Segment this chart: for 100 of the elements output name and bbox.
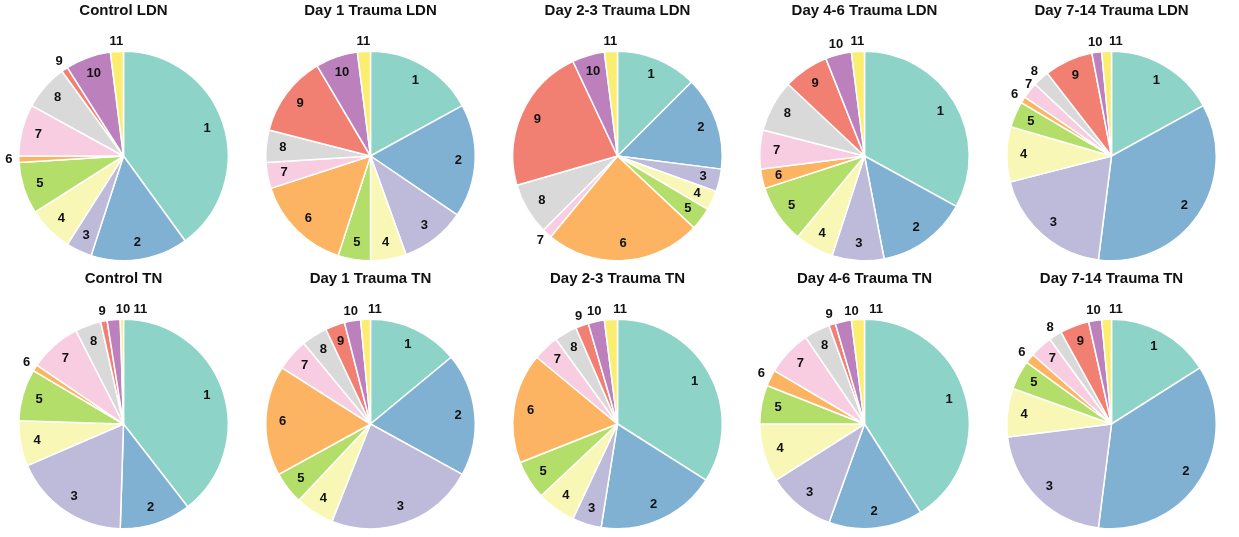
slice-label: 7 <box>280 164 288 180</box>
slice-label: 2 <box>147 499 155 515</box>
chart-title: Day 2-3 Trauma TN <box>548 268 687 288</box>
slice-label: 11 <box>133 300 148 316</box>
slice-label: 5 <box>1030 374 1038 390</box>
slice-label: 6 <box>278 412 287 428</box>
slice-label: 1 <box>1152 71 1160 87</box>
slice-label: 8 <box>1046 318 1054 334</box>
chart-title: Day 7-14 Trauma TN <box>1038 268 1185 288</box>
chart-title: Control LDN <box>78 0 169 20</box>
slice-label: 9 <box>1076 333 1085 349</box>
slice-label: 6 <box>1018 343 1026 359</box>
slice-label: 8 <box>783 105 792 121</box>
slice-label: 8 <box>538 192 546 208</box>
slice-label: 3 <box>70 488 78 504</box>
slice-label: 10 <box>828 36 844 52</box>
slice-label: 11 <box>603 33 618 49</box>
slice-label: 3 <box>588 499 596 515</box>
slice-label: 2 <box>1182 462 1190 478</box>
slice-label: 8 <box>1030 62 1038 78</box>
chart-title: Control TN <box>83 268 164 288</box>
slice-label: 4 <box>776 440 785 456</box>
slice-label: 5 <box>36 174 44 190</box>
slice-label: 4 <box>1019 146 1028 162</box>
slice-label: 9 <box>1071 67 1079 83</box>
slice-label: 8 <box>319 341 327 357</box>
slice-label: 6 <box>526 401 535 417</box>
slice-label: 6 <box>23 354 31 370</box>
slice-label: 2 <box>650 495 658 511</box>
slice-label: 4 <box>33 432 42 448</box>
slice-label: 1 <box>647 66 655 82</box>
slice-label: 1 <box>1150 338 1158 354</box>
slice-label: 7 <box>34 125 42 141</box>
slice-label: 10 <box>1086 302 1101 318</box>
chart-title: Day 2-3 Trauma LDN <box>543 0 692 20</box>
slice-label: 5 <box>353 234 361 250</box>
slice-label: 7 <box>796 355 804 371</box>
slice-label: 1 <box>404 335 412 351</box>
slice-label: 3 <box>396 498 404 514</box>
slice-label: 10 <box>343 302 359 318</box>
slice-label: 2 <box>697 119 705 135</box>
slice-label: 10 <box>115 301 131 317</box>
slice-label: 9 <box>55 52 63 68</box>
slice-label: 2 <box>133 234 141 250</box>
slice-label: 3 <box>82 227 90 243</box>
slice-label: 6 <box>619 235 627 251</box>
slice-label: 3 <box>855 235 863 251</box>
slice-label: 2 <box>912 218 920 234</box>
slice-label: 5 <box>684 200 692 216</box>
slice-label: 8 <box>53 89 62 105</box>
slice-label: 11 <box>368 300 382 316</box>
slice-label: 10 <box>587 303 602 319</box>
chart-title: Day 7-14 Trauma LDN <box>1033 0 1190 20</box>
slice-label: 1 <box>203 120 211 136</box>
slice-label: 5 <box>35 391 43 407</box>
slice-label: 1 <box>690 373 699 389</box>
slice-label: 11 <box>1109 32 1123 48</box>
slice-label: 1 <box>411 71 419 87</box>
chart-title: Day 4-6 Trauma LDN <box>790 0 939 20</box>
slice-label: 5 <box>297 469 305 485</box>
chart-title: Day 4-6 Trauma TN <box>795 268 934 288</box>
slice-label: 4 <box>1020 405 1029 421</box>
slice-label: 6 <box>1011 86 1019 102</box>
slice-label: 4 <box>319 489 328 505</box>
slice-label: 7 <box>61 349 69 365</box>
slice-label: 6 <box>757 365 766 381</box>
slice-label: 2 <box>870 503 878 519</box>
slice-label: 7 <box>773 142 781 158</box>
slice-label: 7 <box>553 351 561 367</box>
slice-label: 10 <box>1088 33 1103 49</box>
slice-label: 11 <box>356 33 371 49</box>
slice-label: 6 <box>304 209 312 225</box>
slice-label: 11 <box>1109 300 1123 316</box>
slice-label: 10 <box>585 63 601 79</box>
slice-label: 1 <box>945 391 953 407</box>
slice-label: 9 <box>337 332 345 348</box>
slice-label: 4 <box>57 209 66 225</box>
slice-label: 3 <box>420 217 429 233</box>
slice-label: 10 <box>334 64 350 80</box>
slice-label: 3 <box>699 168 707 184</box>
slice-label: 9 <box>575 307 583 323</box>
chart-title: Day 1 Trauma TN <box>308 268 433 288</box>
slice-label: 11 <box>613 301 628 317</box>
slice-label: 2 <box>454 151 463 167</box>
slice-label: 11 <box>109 33 124 49</box>
slice-label: 2 <box>1180 197 1188 213</box>
slice-label: 2 <box>454 407 462 423</box>
slice-label: 8 <box>279 139 287 155</box>
slice-label: 8 <box>90 332 98 348</box>
slice-label: 9 <box>533 111 541 127</box>
slice-label: 11 <box>869 301 883 317</box>
slice-label: 6 <box>775 166 783 182</box>
slice-label: 9 <box>296 94 304 110</box>
slice-label: 6 <box>5 151 13 167</box>
slice-label: 4 <box>562 486 571 502</box>
slice-label: 8 <box>820 337 829 353</box>
slice-label: 5 <box>788 197 796 213</box>
slice-label: 7 <box>1024 75 1033 91</box>
slice-label: 9 <box>825 306 833 322</box>
slice-label: 9 <box>98 302 106 318</box>
